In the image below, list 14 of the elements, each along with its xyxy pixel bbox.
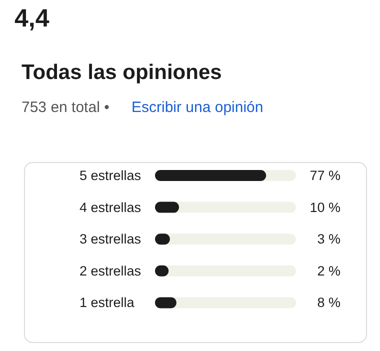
data-label: 8 % (317, 295, 341, 310)
y-tick-label: 2 estrellas (80, 263, 142, 278)
chart-title: Todas las opiniones (22, 61, 222, 84)
y-tick-label: 5 estrellas (80, 168, 142, 183)
chart-subtitle: 753 en total • (22, 99, 110, 116)
data-label: 77 % (310, 168, 341, 183)
data-label: 2 % (317, 263, 341, 278)
data-label: 3 % (317, 232, 341, 247)
data-label: 10 % (310, 200, 341, 215)
y-tick-label: 1 estrella (80, 295, 135, 310)
y-tick-label: 4 estrellas (80, 200, 142, 215)
text: Escribir una opinión (132, 99, 264, 116)
text: 4,4 (14, 4, 50, 32)
y-tick-label: 3 estrellas (80, 232, 142, 247)
